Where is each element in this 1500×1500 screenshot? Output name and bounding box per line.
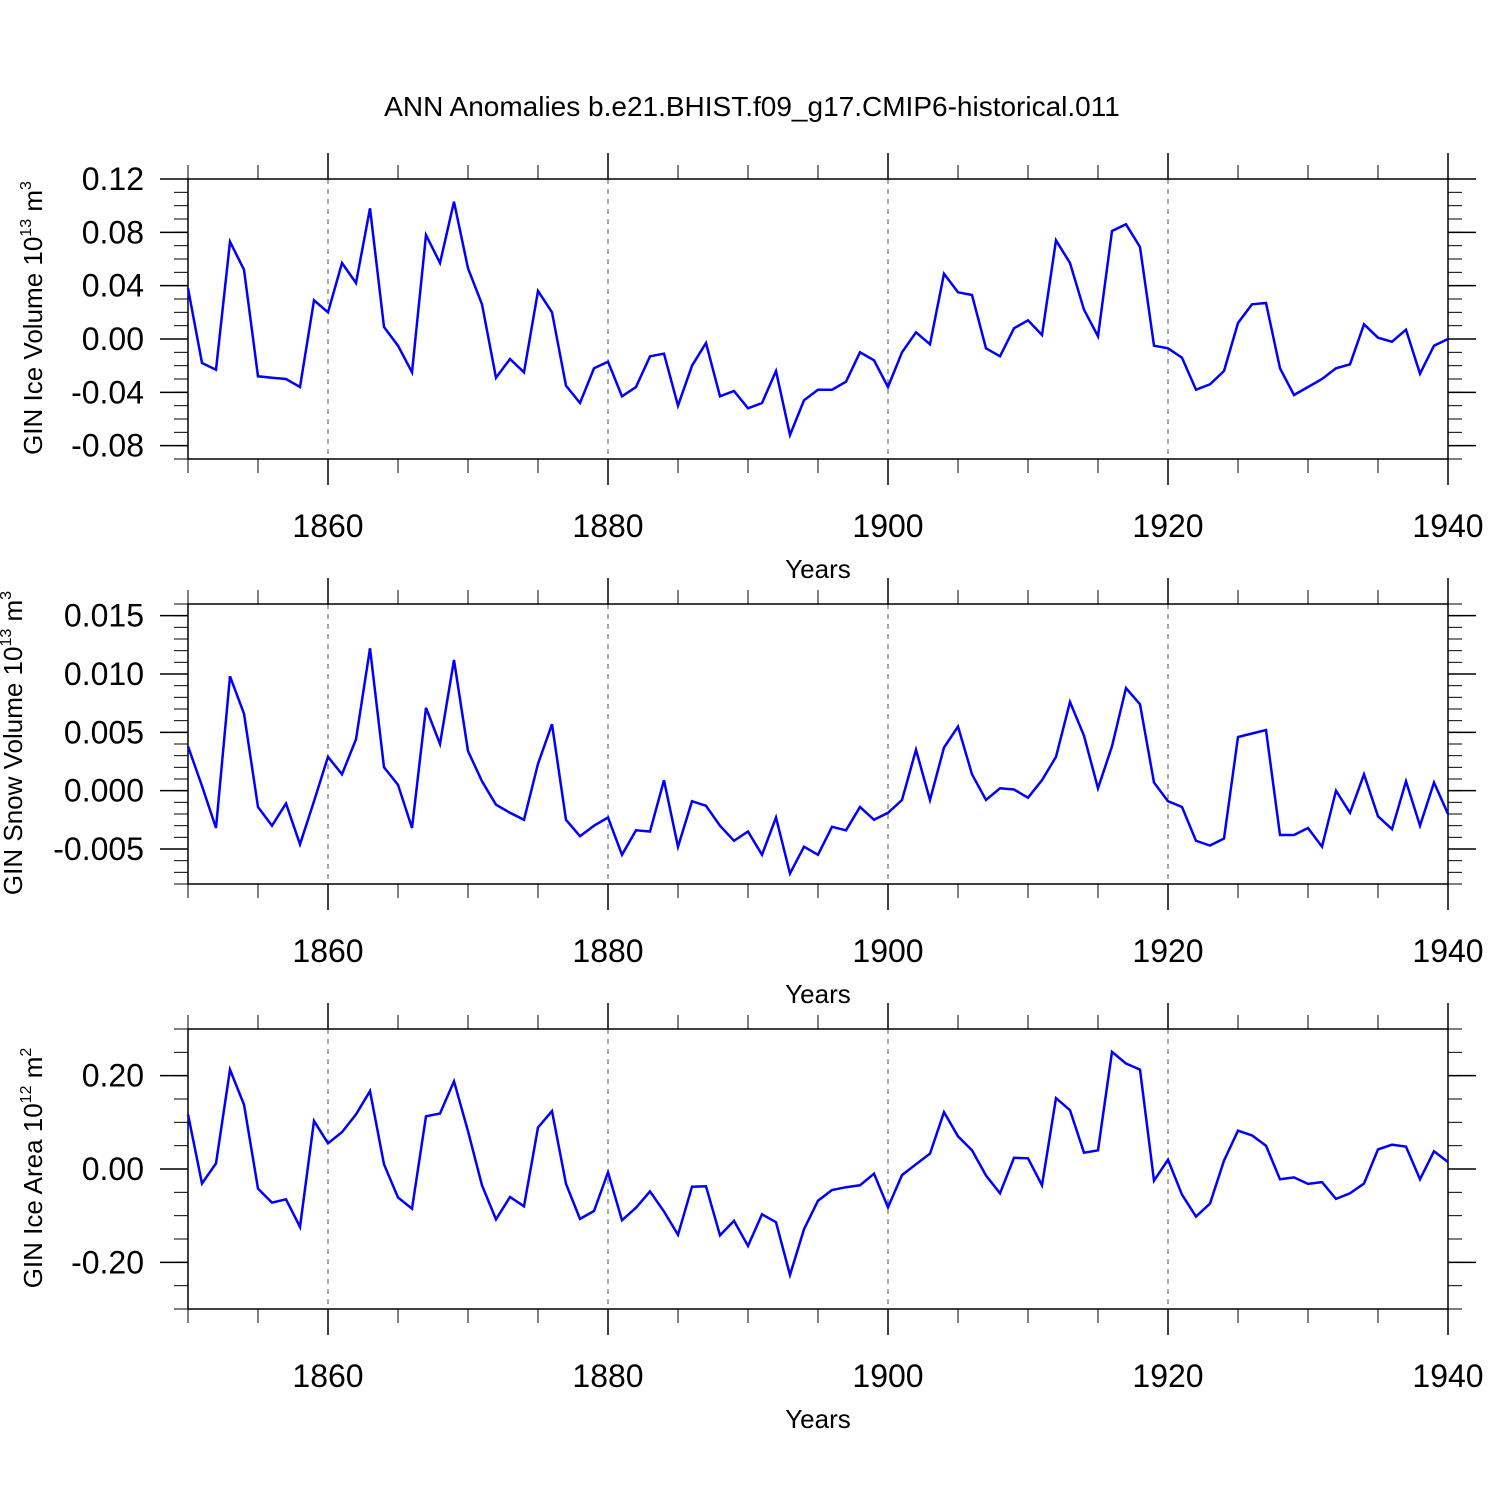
ice-area-x-tick-label: 1900 (852, 1358, 923, 1394)
ice-volume-ylabel: GIN Ice Volume 1013 m3 (18, 181, 48, 455)
ice-volume-series-line (186, 201, 1449, 440)
ice-volume-x-tick-label: 1860 (292, 508, 363, 544)
ice-area-x-tick-label: 1860 (292, 1358, 363, 1394)
snow-volume-xlabel: Years (785, 979, 851, 1009)
snow-volume-x-tick-label: 1860 (292, 933, 363, 969)
snow-volume-y-tick-label: 0.015 (64, 598, 144, 634)
snow-volume-series-line (186, 648, 1450, 877)
ice-volume-y-tick-label: 0.00 (82, 321, 144, 357)
ice-area-panel: GIN Ice Area 1012 m2 Years -0.20 0.00 0.20… (18, 1003, 1484, 1434)
ice-area-series-line (186, 1049, 1449, 1280)
snow-volume-y-tick-label: 0.010 (64, 656, 144, 692)
ice-area-xlabel: Years (785, 1404, 851, 1434)
snow-volume-x-tick-label: 1940 (1412, 933, 1483, 969)
ice-area-plot-frame (187, 1028, 1449, 1310)
ice-volume-x-tick-label: 1940 (1412, 508, 1483, 544)
ice-volume-x-tick-label: 1920 (1132, 508, 1203, 544)
ice-volume-xlabel: Years (785, 554, 851, 584)
ice-area-y-tick-label: -0.20 (71, 1244, 144, 1280)
ice-area-y-tick-label: 0.20 (82, 1058, 144, 1094)
snow-volume-y-tick-label: 0.000 (64, 773, 144, 809)
figure-title: ANN Anomalies b.e21.BHIST.f09_g17.CMIP6-… (384, 91, 1120, 122)
ice-area-x-tick-label: 1880 (572, 1358, 643, 1394)
snow-volume-panel: GIN Snow Volume 1013 m3 Years -0.005 0.00… (0, 578, 1484, 1009)
ice-area-y-tick-label: 0.00 (82, 1151, 144, 1187)
ice-volume-x-tick-label: 1880 (572, 508, 643, 544)
snow-volume-y-tick-label: 0.005 (64, 714, 144, 750)
ice-volume-x-tick-label: 1900 (852, 508, 923, 544)
ice-volume-y-tick-label: -0.04 (71, 374, 144, 410)
ice-area-ylabel: GIN Ice Area 1012 m2 (18, 1048, 48, 1289)
ice-volume-y-tick-label: -0.08 (71, 428, 144, 464)
ice-volume-y-tick-label: 0.12 (82, 161, 144, 197)
ice-volume-panel: GIN Ice Volume 1013 m3 Years -0.08 -0.04 0… (18, 153, 1484, 584)
ice-volume-y-tick-label: 0.08 (82, 214, 144, 250)
ice-volume-plot-frame (187, 178, 1449, 460)
ice-area-x-tick-label: 1940 (1412, 1358, 1483, 1394)
snow-volume-x-tick-label: 1920 (1132, 933, 1203, 969)
snow-volume-y-tick-label: -0.005 (53, 831, 144, 867)
ice-area-x-tick-label: 1920 (1132, 1358, 1203, 1394)
ice-volume-y-tick-label: 0.04 (82, 268, 144, 304)
snow-volume-ylabel: GIN Snow Volume 1013 m3 (0, 591, 28, 895)
snow-volume-x-tick-label: 1900 (852, 933, 923, 969)
snow-volume-x-tick-label: 1880 (572, 933, 643, 969)
snow-volume-plot-frame (187, 603, 1449, 885)
